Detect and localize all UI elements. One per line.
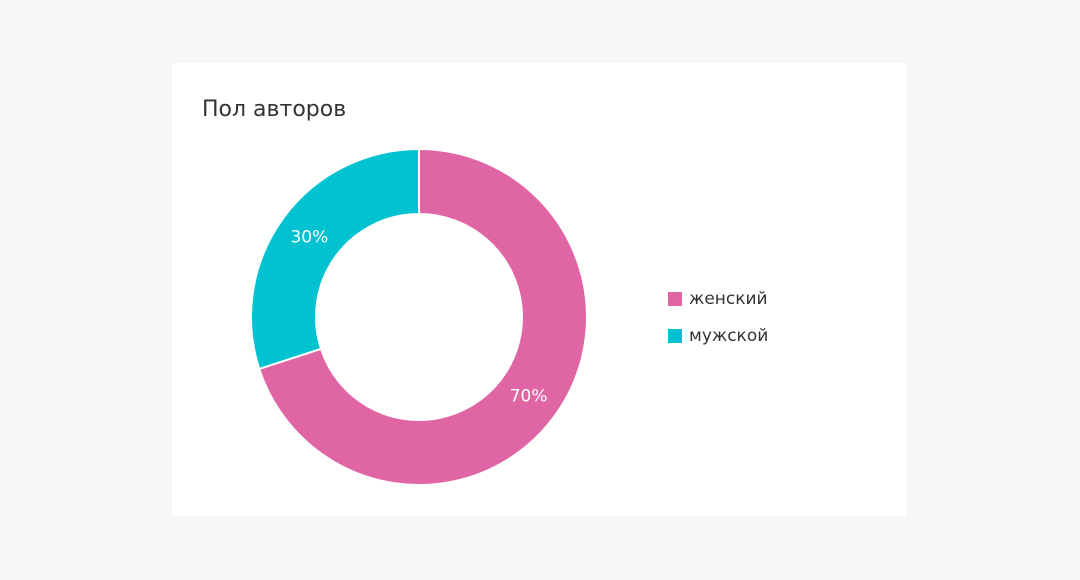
value-label: 30% xyxy=(290,227,328,247)
donut-segment xyxy=(257,147,588,486)
value-label: 70% xyxy=(510,387,548,407)
chart-title: Пол авторов xyxy=(202,97,346,122)
legend-label: женский xyxy=(689,289,768,309)
legend-swatch xyxy=(668,292,682,306)
legend-label: мужской xyxy=(689,326,768,346)
legend-swatch xyxy=(668,329,682,343)
donut-segment xyxy=(250,147,420,371)
